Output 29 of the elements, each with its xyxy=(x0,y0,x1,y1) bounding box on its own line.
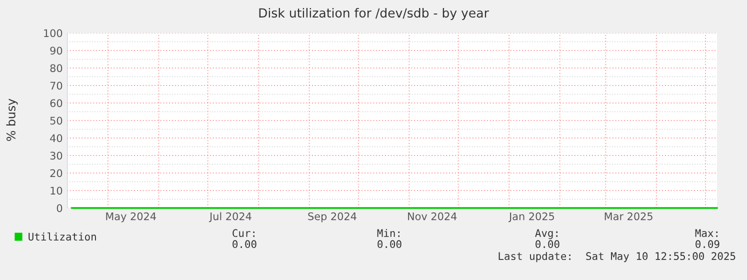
y-tick-label: 90 xyxy=(50,46,62,55)
y-axis-title: % busy xyxy=(6,98,18,141)
text: 0.00 xyxy=(232,240,256,248)
x-tick-label: Jan 2025 xyxy=(508,212,554,222)
y-tick-label: 40 xyxy=(50,134,62,142)
text: 0.00 xyxy=(378,240,402,248)
text: Cur: xyxy=(232,229,254,238)
text: 0.09 xyxy=(696,240,720,248)
x-tick-label: Jul 2024 xyxy=(208,212,252,222)
legend-label: Utilization xyxy=(28,232,96,241)
y-tick-label: 10 xyxy=(50,186,62,195)
text: Max: xyxy=(695,229,718,238)
y-tick-label: 100 xyxy=(44,29,62,38)
text: 0.00 xyxy=(536,240,560,248)
y-tick-label: 80 xyxy=(50,64,62,72)
x-tick-label: Mar 2025 xyxy=(604,212,652,220)
y-tick-label: 70 xyxy=(50,82,62,90)
x-tick-label: Sep 2024 xyxy=(308,212,356,222)
x-tick-label: Nov 2024 xyxy=(408,212,457,220)
text: Last update: Sat May 10 12:55:00 2025 xyxy=(498,252,736,262)
y-tick-label: 20 xyxy=(50,169,62,178)
y-tick-label: 0 xyxy=(56,204,62,212)
chart-title: Disk utilization for /dev/sdb - by year xyxy=(259,8,489,20)
y-tick-label: 50 xyxy=(50,116,62,125)
y-tick-label: 60 xyxy=(50,99,62,108)
text: Avg: xyxy=(535,229,558,240)
y-tick-label: 30 xyxy=(50,152,62,160)
text: Min: xyxy=(377,228,400,237)
x-tick-label: May 2024 xyxy=(106,212,156,222)
